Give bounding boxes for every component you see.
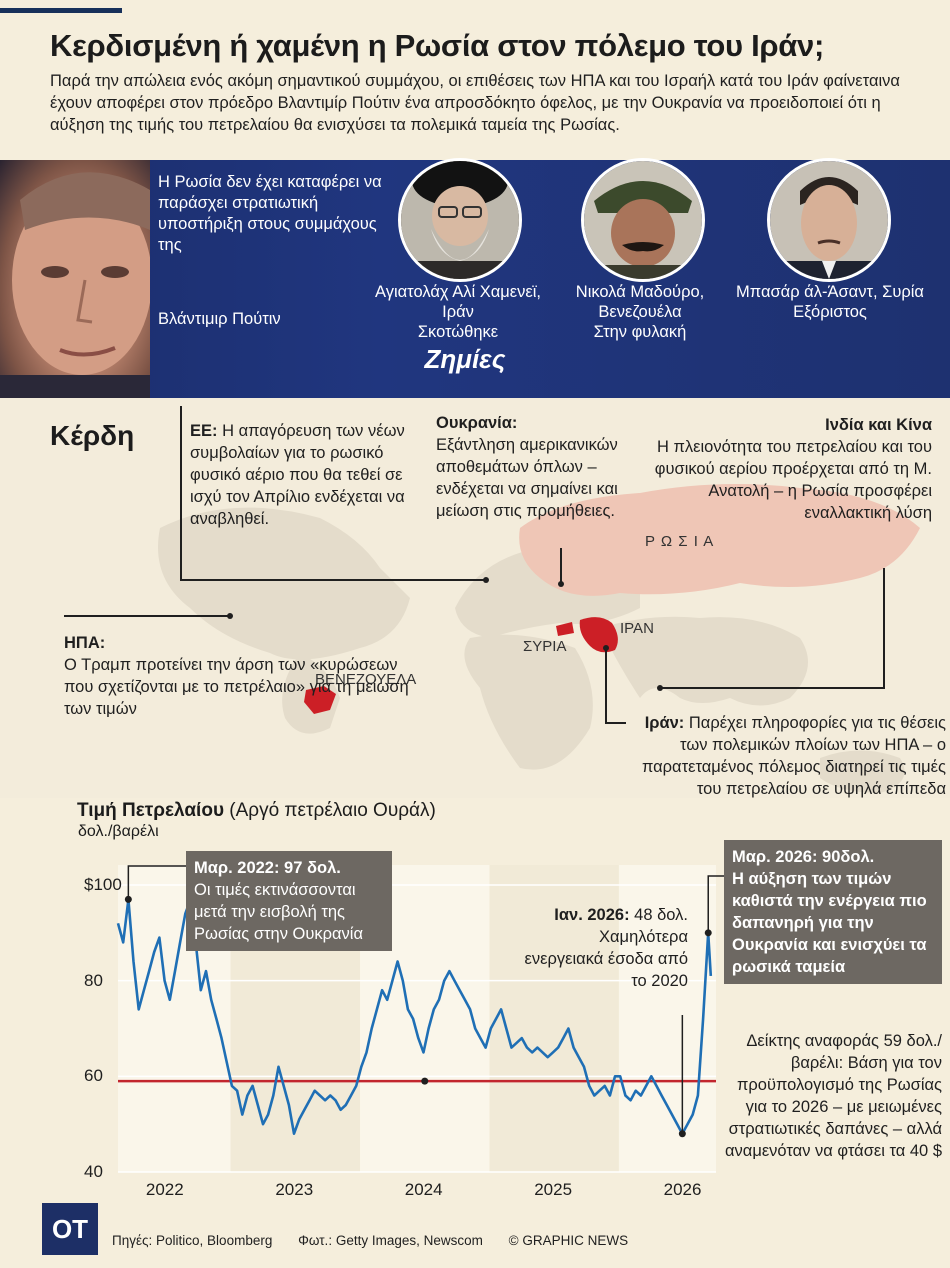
maduro-illustration <box>584 161 702 279</box>
credits-copyright: © GRAPHIC NEWS <box>508 1233 629 1248</box>
gain-usa: ΗΠΑ: Ο Τραμπ προτείνει την άρση των «κυρ… <box>64 632 414 720</box>
gain-eu-text: Η απαγόρευση των νέων συμβολαίων για το … <box>190 422 405 528</box>
leader-lines <box>64 406 885 724</box>
gain-india-china: Ινδία και Κίνα Η πλειονότητα του πετρελα… <box>650 414 932 524</box>
gain-ukraine-text: Εξάντληση αμερικανικών αποθεμάτων όπλων … <box>436 436 618 520</box>
year-band <box>489 865 619 1172</box>
khamenei-portrait <box>398 158 522 282</box>
maduro-name: Νικολά Μαδούρο, Βενεζουέλα <box>575 283 705 321</box>
putin-quote: Η Ρωσία δεν έχει καταφέρει να παράσχει σ… <box>158 173 382 254</box>
chart-title: Τιμή Πετρελαίου (Αργό πετρέλαιο Ουράλ) <box>77 800 436 822</box>
khamenei-status: Σκοτώθηκε <box>417 323 499 341</box>
leader-mar-2022 <box>127 865 186 900</box>
map-label-russia: Ρ Ω Σ Ι Α <box>645 533 715 550</box>
maduro-caption: Νικολά Μαδούρο, Βενεζουέλα Στην φυλακή <box>540 282 740 342</box>
callout-mar2026-head: Μαρ. 2026: 90δολ. <box>732 848 875 866</box>
khamenei-caption: Αγιατολάχ Αλί Χαμενεϊ, Ιράν Σκοτώθηκε <box>358 282 558 342</box>
khamenei-name: Αγιατολάχ Αλί Χαμενεϊ, Ιράν <box>375 283 541 321</box>
gain-usa-text: Ο Τραμπ προτείνει την άρση των «κυρώσεων… <box>64 656 409 718</box>
y-tick-label: 40 <box>84 1162 103 1181</box>
annotation-markers <box>124 865 724 1138</box>
price-line <box>116 898 713 1135</box>
x-tick-label: 2025 <box>534 1180 573 1199</box>
top-accent-bar <box>0 8 122 13</box>
x-tick-label: 2026 <box>663 1180 702 1199</box>
gain-india-china-label: Ινδία και Κίνα <box>825 416 932 434</box>
venezuela-shape <box>304 686 336 714</box>
maduro-status: Στην φυλακή <box>593 323 687 341</box>
callout-2022-text: Οι τιμές εκτινάσσονται μετά την εισβολή … <box>194 881 364 943</box>
y-tick-label: 60 <box>84 1066 103 1086</box>
leader-mar-2026 <box>707 875 724 933</box>
x-tick-label: 2023 <box>275 1180 314 1199</box>
land-masses <box>158 507 905 793</box>
publisher-logo[interactable]: OT <box>42 1203 98 1255</box>
gain-iran-label: Ιράν: <box>644 714 685 732</box>
y-tick-label: 80 <box>84 970 103 990</box>
x-tick-label: 2024 <box>404 1180 443 1199</box>
assad-illustration <box>770 161 888 279</box>
gain-ukraine-label: Ουκρανία: <box>436 414 518 432</box>
price-series <box>116 898 713 1135</box>
callout-jan2026-head: Ιαν. 2026: <box>554 906 630 924</box>
gain-iran: Ιράν: Παρέχει πληροφορίες για τις θέσεις… <box>628 712 946 800</box>
assad-name: Μπασάρ άλ-Άσαντ, Συρία <box>736 283 924 301</box>
callout-2022-head: Μαρ. 2022: 97 δολ. <box>194 859 341 877</box>
gain-ukraine: Ουκρανία: Εξάντληση αμερικανικών αποθεμά… <box>436 412 636 522</box>
credits-photos: Φωτ.: Getty Images, Newscom <box>298 1233 483 1248</box>
gain-eu: ΕΕ: Η απαγόρευση των νέων συμβολαίων για… <box>190 420 410 530</box>
russia-shape <box>519 484 920 596</box>
reference-dot <box>421 1077 429 1085</box>
reference-line-group <box>118 1077 716 1085</box>
iran-shape <box>579 617 618 653</box>
world-map <box>0 398 950 798</box>
reference-note: Δείκτης αναφοράς 59 δολ./βαρέλι: Βάση γι… <box>724 1032 942 1160</box>
maduro-portrait <box>581 158 705 282</box>
credits-sources: Πηγές: Politico, Bloomberg <box>112 1233 273 1248</box>
callout-2022: Μαρ. 2022: 97 δολ. Οι τιμές εκτινάσσοντα… <box>186 851 392 951</box>
gains-title: Κέρδη <box>50 420 135 451</box>
gain-india-china-text: Η πλειονότητα του πετρελαίου και του φυσ… <box>654 438 932 522</box>
assad-portrait <box>767 158 891 282</box>
gain-eu-label: ΕΕ: <box>190 422 218 440</box>
callout-mar2026: Μαρ. 2026: 90δολ. Η αύξηση των τιμών καθ… <box>724 840 942 984</box>
page-subtitle: Παρά την απώλεια ενός ακόμη σημαντικού σ… <box>50 72 900 134</box>
losses-title: Ζημίες <box>424 344 506 374</box>
page-title: Κερδισμένη ή χαμένη η Ρωσία στον πόλεμο … <box>50 28 824 63</box>
putin-face-illustration <box>0 172 152 398</box>
putin-photo <box>0 160 152 398</box>
chart-title-bold: Τιμή Πετρελαίου <box>77 800 224 821</box>
gain-usa-label: ΗΠΑ: <box>64 634 106 652</box>
chart-title-rest: (Αργό πετρέλαιο Ουράλ) <box>229 800 436 821</box>
map-label-venezuela: ΒΕΝΕΖΟΥΕΛΑ <box>315 671 417 688</box>
credits: Πηγές: Politico, Bloomberg Φωτ.: Getty I… <box>112 1233 650 1248</box>
year-band <box>618 865 716 1172</box>
marker-jan-2026 <box>678 1130 686 1138</box>
assad-status: Εξόριστος <box>793 303 867 321</box>
map-dots <box>227 577 663 691</box>
callout-jan2026-value: 48 δολ. <box>634 906 688 924</box>
assad-caption: Μπασάρ άλ-Άσαντ, Συρία Εξόριστος <box>730 282 930 322</box>
chart-unit: δολ./βαρέλι <box>78 823 159 840</box>
putin-name: Βλάντιμιρ Πούτιν <box>158 310 281 328</box>
callout-mar2026-text: Η αύξηση των τιμών καθιστά την ενέργεια … <box>732 870 927 976</box>
syria-shape <box>556 622 574 636</box>
callout-jan2026: Ιαν. 2026: 48 δολ. Χαμηλότερα ενεργειακά… <box>520 904 688 992</box>
x-tick-label: 2022 <box>145 1180 184 1199</box>
y-tick-label: $100 <box>84 875 122 894</box>
khamenei-illustration <box>401 161 519 279</box>
gain-iran-text: Παρέχει πληροφορίες για τις θέσεις των π… <box>641 714 946 798</box>
map-label-syria: ΣΥΡΙΑ <box>523 638 567 655</box>
map-label-iran: ΙΡΑΝ <box>620 620 654 637</box>
callout-jan2026-text: Χαμηλότερα ενεργειακά έσοδα από το 2020 <box>524 928 688 990</box>
